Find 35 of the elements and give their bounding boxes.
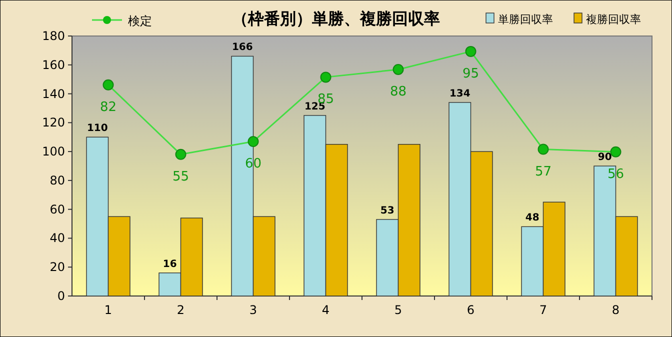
- data-label: 16: [162, 258, 177, 270]
- x-tick-label: 5: [394, 303, 402, 317]
- data-label: 134: [449, 88, 470, 100]
- legend-label: 検定: [128, 14, 152, 28]
- data-label: 88: [390, 84, 407, 100]
- data-label: 125: [304, 101, 326, 112]
- y-tick-label: 120: [42, 116, 65, 130]
- data-label: 55: [172, 169, 190, 184]
- data-label: 90: [598, 152, 612, 163]
- y-tick-label: 60: [50, 202, 65, 216]
- x-tick-label: 7: [539, 303, 548, 317]
- y-tick-label: 140: [42, 86, 65, 101]
- x-tick-label: 2: [176, 303, 185, 317]
- data-label: 110: [86, 123, 108, 134]
- data-label: 82: [100, 100, 117, 115]
- y-tick-label: 100: [42, 144, 65, 159]
- legend-label: 複勝回収率: [586, 13, 641, 26]
- legend-label: 単勝回収率: [498, 13, 553, 26]
- x-tick-label: 4: [322, 303, 330, 317]
- data-label: 166: [232, 42, 253, 54]
- x-tick-label: 8: [612, 303, 620, 317]
- data-label: 48: [525, 212, 540, 224]
- y-tick-label: 160: [42, 58, 65, 72]
- y-tick-label: 80: [50, 173, 65, 188]
- data-label: 53: [380, 205, 394, 216]
- x-tick-label: 1: [104, 303, 112, 317]
- y-tick-label: 40: [50, 231, 65, 246]
- y-tick-label: 180: [42, 29, 65, 43]
- y-tick-label: 20: [50, 260, 65, 274]
- x-tick-label: 3: [249, 303, 258, 317]
- data-label: 57: [534, 164, 552, 180]
- x-tick-label: 6: [466, 303, 475, 317]
- chart-title: （枠番別）単勝、複勝回収率: [232, 9, 440, 28]
- data-label: 95: [462, 66, 480, 82]
- y-tick-label: 0: [57, 289, 65, 303]
